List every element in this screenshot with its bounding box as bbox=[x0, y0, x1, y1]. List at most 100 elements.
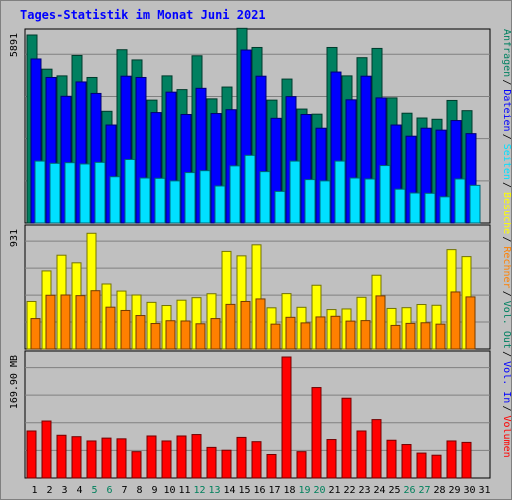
bar-seiten bbox=[289, 160, 301, 224]
bar-seiten bbox=[139, 177, 151, 224]
bar-volumen bbox=[431, 454, 442, 479]
bar-volumen bbox=[146, 435, 157, 479]
day-label: 19 bbox=[298, 485, 310, 496]
legend-separator: / bbox=[501, 134, 511, 140]
bar-rechner bbox=[225, 303, 236, 350]
bar-volumen bbox=[326, 439, 337, 479]
bar-seiten bbox=[94, 161, 106, 224]
day-label: 3 bbox=[61, 485, 67, 496]
bar-rechner bbox=[90, 290, 101, 350]
bar-seiten bbox=[169, 180, 181, 224]
legend-besuche: Besuche bbox=[501, 192, 511, 234]
day-label: 5 bbox=[91, 485, 97, 496]
bar-volumen bbox=[71, 436, 82, 479]
day-label: 28 bbox=[433, 485, 445, 496]
bar-seiten bbox=[199, 170, 211, 224]
day-label: 7 bbox=[121, 485, 127, 496]
bar-rechner bbox=[60, 294, 71, 350]
day-label: 4 bbox=[76, 485, 82, 496]
legend-separator: / bbox=[501, 236, 511, 242]
bar-volumen bbox=[101, 437, 112, 479]
day-label: 16 bbox=[253, 485, 265, 496]
day-label: 1 bbox=[31, 485, 37, 496]
y-max-label: 169.90 MB bbox=[9, 355, 20, 409]
bar-volumen bbox=[236, 436, 247, 479]
bar-rechner bbox=[360, 320, 371, 350]
bar-seiten bbox=[334, 160, 346, 224]
bar-seiten bbox=[229, 165, 241, 224]
bar-volumen bbox=[131, 451, 142, 479]
legend-separator: / bbox=[501, 79, 511, 85]
bar-seiten bbox=[274, 190, 286, 224]
bar-rechner bbox=[330, 315, 341, 350]
bar-rechner bbox=[180, 320, 191, 350]
bar-seiten bbox=[319, 180, 331, 224]
bar-volumen bbox=[461, 441, 472, 479]
day-label: 10 bbox=[163, 485, 175, 496]
bar-seiten bbox=[304, 179, 316, 224]
bar-seiten bbox=[454, 178, 466, 224]
bar-volumen bbox=[26, 430, 37, 479]
bar-rechner bbox=[345, 320, 356, 350]
bar-seiten bbox=[184, 172, 196, 224]
bar-volumen bbox=[251, 441, 262, 479]
bar-volumen bbox=[296, 451, 307, 479]
day-label: 25 bbox=[388, 485, 400, 496]
bar-volumen bbox=[416, 452, 427, 479]
bar-volumen bbox=[401, 444, 412, 479]
bar-rechner bbox=[240, 300, 251, 350]
y-max-label: 931 bbox=[9, 229, 20, 247]
bar-seiten bbox=[79, 163, 91, 224]
bar-volumen bbox=[56, 434, 67, 479]
bar-rechner bbox=[105, 306, 116, 350]
bar-seiten bbox=[109, 176, 121, 224]
bar-volumen bbox=[446, 440, 457, 479]
bar-volumen bbox=[221, 449, 232, 479]
bar-volumen bbox=[176, 435, 187, 479]
day-label: 26 bbox=[403, 485, 415, 496]
bar-rechner bbox=[150, 323, 161, 350]
legend-separator: / bbox=[501, 182, 511, 188]
day-label: 8 bbox=[136, 485, 142, 496]
day-label: 18 bbox=[283, 485, 295, 496]
bar-seiten bbox=[34, 160, 46, 224]
bar-rechner bbox=[375, 295, 386, 350]
bar-volumen bbox=[161, 440, 172, 479]
day-label: 29 bbox=[448, 485, 460, 496]
bar-rechner bbox=[435, 323, 446, 350]
bar-rechner bbox=[30, 318, 41, 350]
legend-anfragen: Anfragen bbox=[501, 29, 511, 77]
bar-rechner bbox=[390, 324, 401, 350]
bar-seiten bbox=[214, 185, 226, 224]
day-label: 20 bbox=[313, 485, 325, 496]
day-label: 2 bbox=[46, 485, 52, 496]
bar-seiten bbox=[154, 177, 166, 224]
bar-rechner bbox=[120, 309, 131, 350]
bar-seiten bbox=[244, 154, 256, 224]
day-label: 22 bbox=[343, 485, 355, 496]
day-label: 6 bbox=[106, 485, 112, 496]
bar-rechner bbox=[420, 322, 431, 350]
legend-separator: / bbox=[501, 291, 511, 297]
day-label: 17 bbox=[268, 485, 280, 496]
legend-volumen: Volumen bbox=[501, 416, 511, 458]
bar-seiten bbox=[469, 184, 481, 224]
chart-title: Tages-Statistik im Monat Juni 2021 bbox=[20, 8, 266, 22]
bar-volumen bbox=[371, 419, 382, 479]
bar-volumen bbox=[311, 387, 322, 479]
bar-seiten bbox=[379, 165, 391, 224]
bar-rechner bbox=[135, 315, 146, 350]
bar-volumen bbox=[116, 438, 127, 479]
legend-rechner: Rechner bbox=[501, 246, 511, 288]
day-label: 13 bbox=[208, 485, 220, 496]
bar-seiten bbox=[364, 178, 376, 224]
legend-dateien: Dateien bbox=[501, 89, 511, 131]
bar-seiten bbox=[409, 192, 421, 224]
day-label: 14 bbox=[223, 485, 235, 496]
day-label: 11 bbox=[178, 485, 190, 496]
bar-seiten bbox=[394, 188, 406, 224]
bar-volumen bbox=[386, 439, 397, 479]
bar-rechner bbox=[195, 323, 206, 350]
day-label: 27 bbox=[418, 485, 430, 496]
